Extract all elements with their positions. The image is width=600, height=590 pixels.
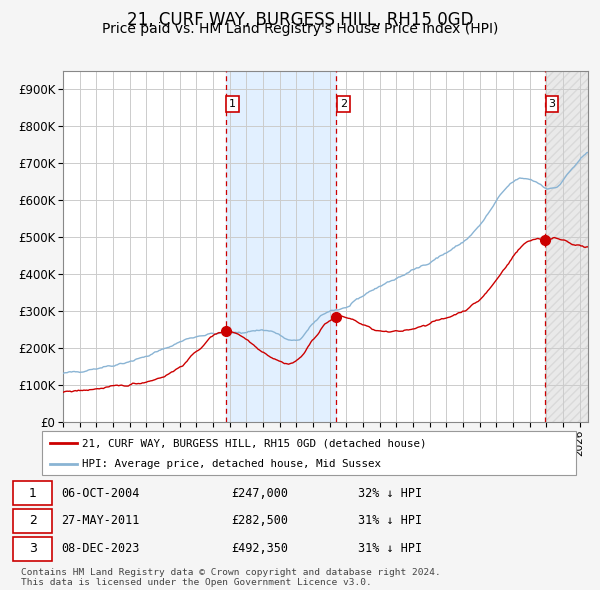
Text: 21, CURF WAY, BURGESS HILL, RH15 0GD (detached house): 21, CURF WAY, BURGESS HILL, RH15 0GD (de… (82, 438, 427, 448)
Text: 08-DEC-2023: 08-DEC-2023 (61, 542, 139, 555)
Text: 2: 2 (29, 514, 37, 527)
Bar (545, 71, 588, 422)
Text: 31% ↓ HPI: 31% ↓ HPI (358, 542, 422, 555)
Text: 1: 1 (29, 487, 37, 500)
Text: £247,000: £247,000 (231, 487, 288, 500)
Text: Price paid vs. HM Land Registry's House Price Index (HPI): Price paid vs. HM Land Registry's House … (102, 22, 498, 37)
Text: £282,500: £282,500 (231, 514, 288, 527)
Bar (545, 71, 588, 422)
Text: 1: 1 (229, 99, 236, 109)
Text: 31% ↓ HPI: 31% ↓ HPI (358, 514, 422, 527)
Text: 27-MAY-2011: 27-MAY-2011 (61, 514, 139, 527)
Bar (226, 71, 337, 422)
Text: Contains HM Land Registry data © Crown copyright and database right 2024.
This d: Contains HM Land Registry data © Crown c… (21, 568, 441, 587)
Text: 2: 2 (340, 99, 347, 109)
Text: 21, CURF WAY, BURGESS HILL, RH15 0GD: 21, CURF WAY, BURGESS HILL, RH15 0GD (127, 11, 473, 29)
FancyBboxPatch shape (13, 481, 52, 505)
Text: 3: 3 (548, 99, 556, 109)
Text: £492,350: £492,350 (231, 542, 288, 555)
FancyBboxPatch shape (13, 537, 52, 561)
Text: 3: 3 (29, 542, 37, 555)
Text: 06-OCT-2004: 06-OCT-2004 (61, 487, 139, 500)
Text: 32% ↓ HPI: 32% ↓ HPI (358, 487, 422, 500)
FancyBboxPatch shape (13, 509, 52, 533)
Text: HPI: Average price, detached house, Mid Sussex: HPI: Average price, detached house, Mid … (82, 459, 381, 469)
